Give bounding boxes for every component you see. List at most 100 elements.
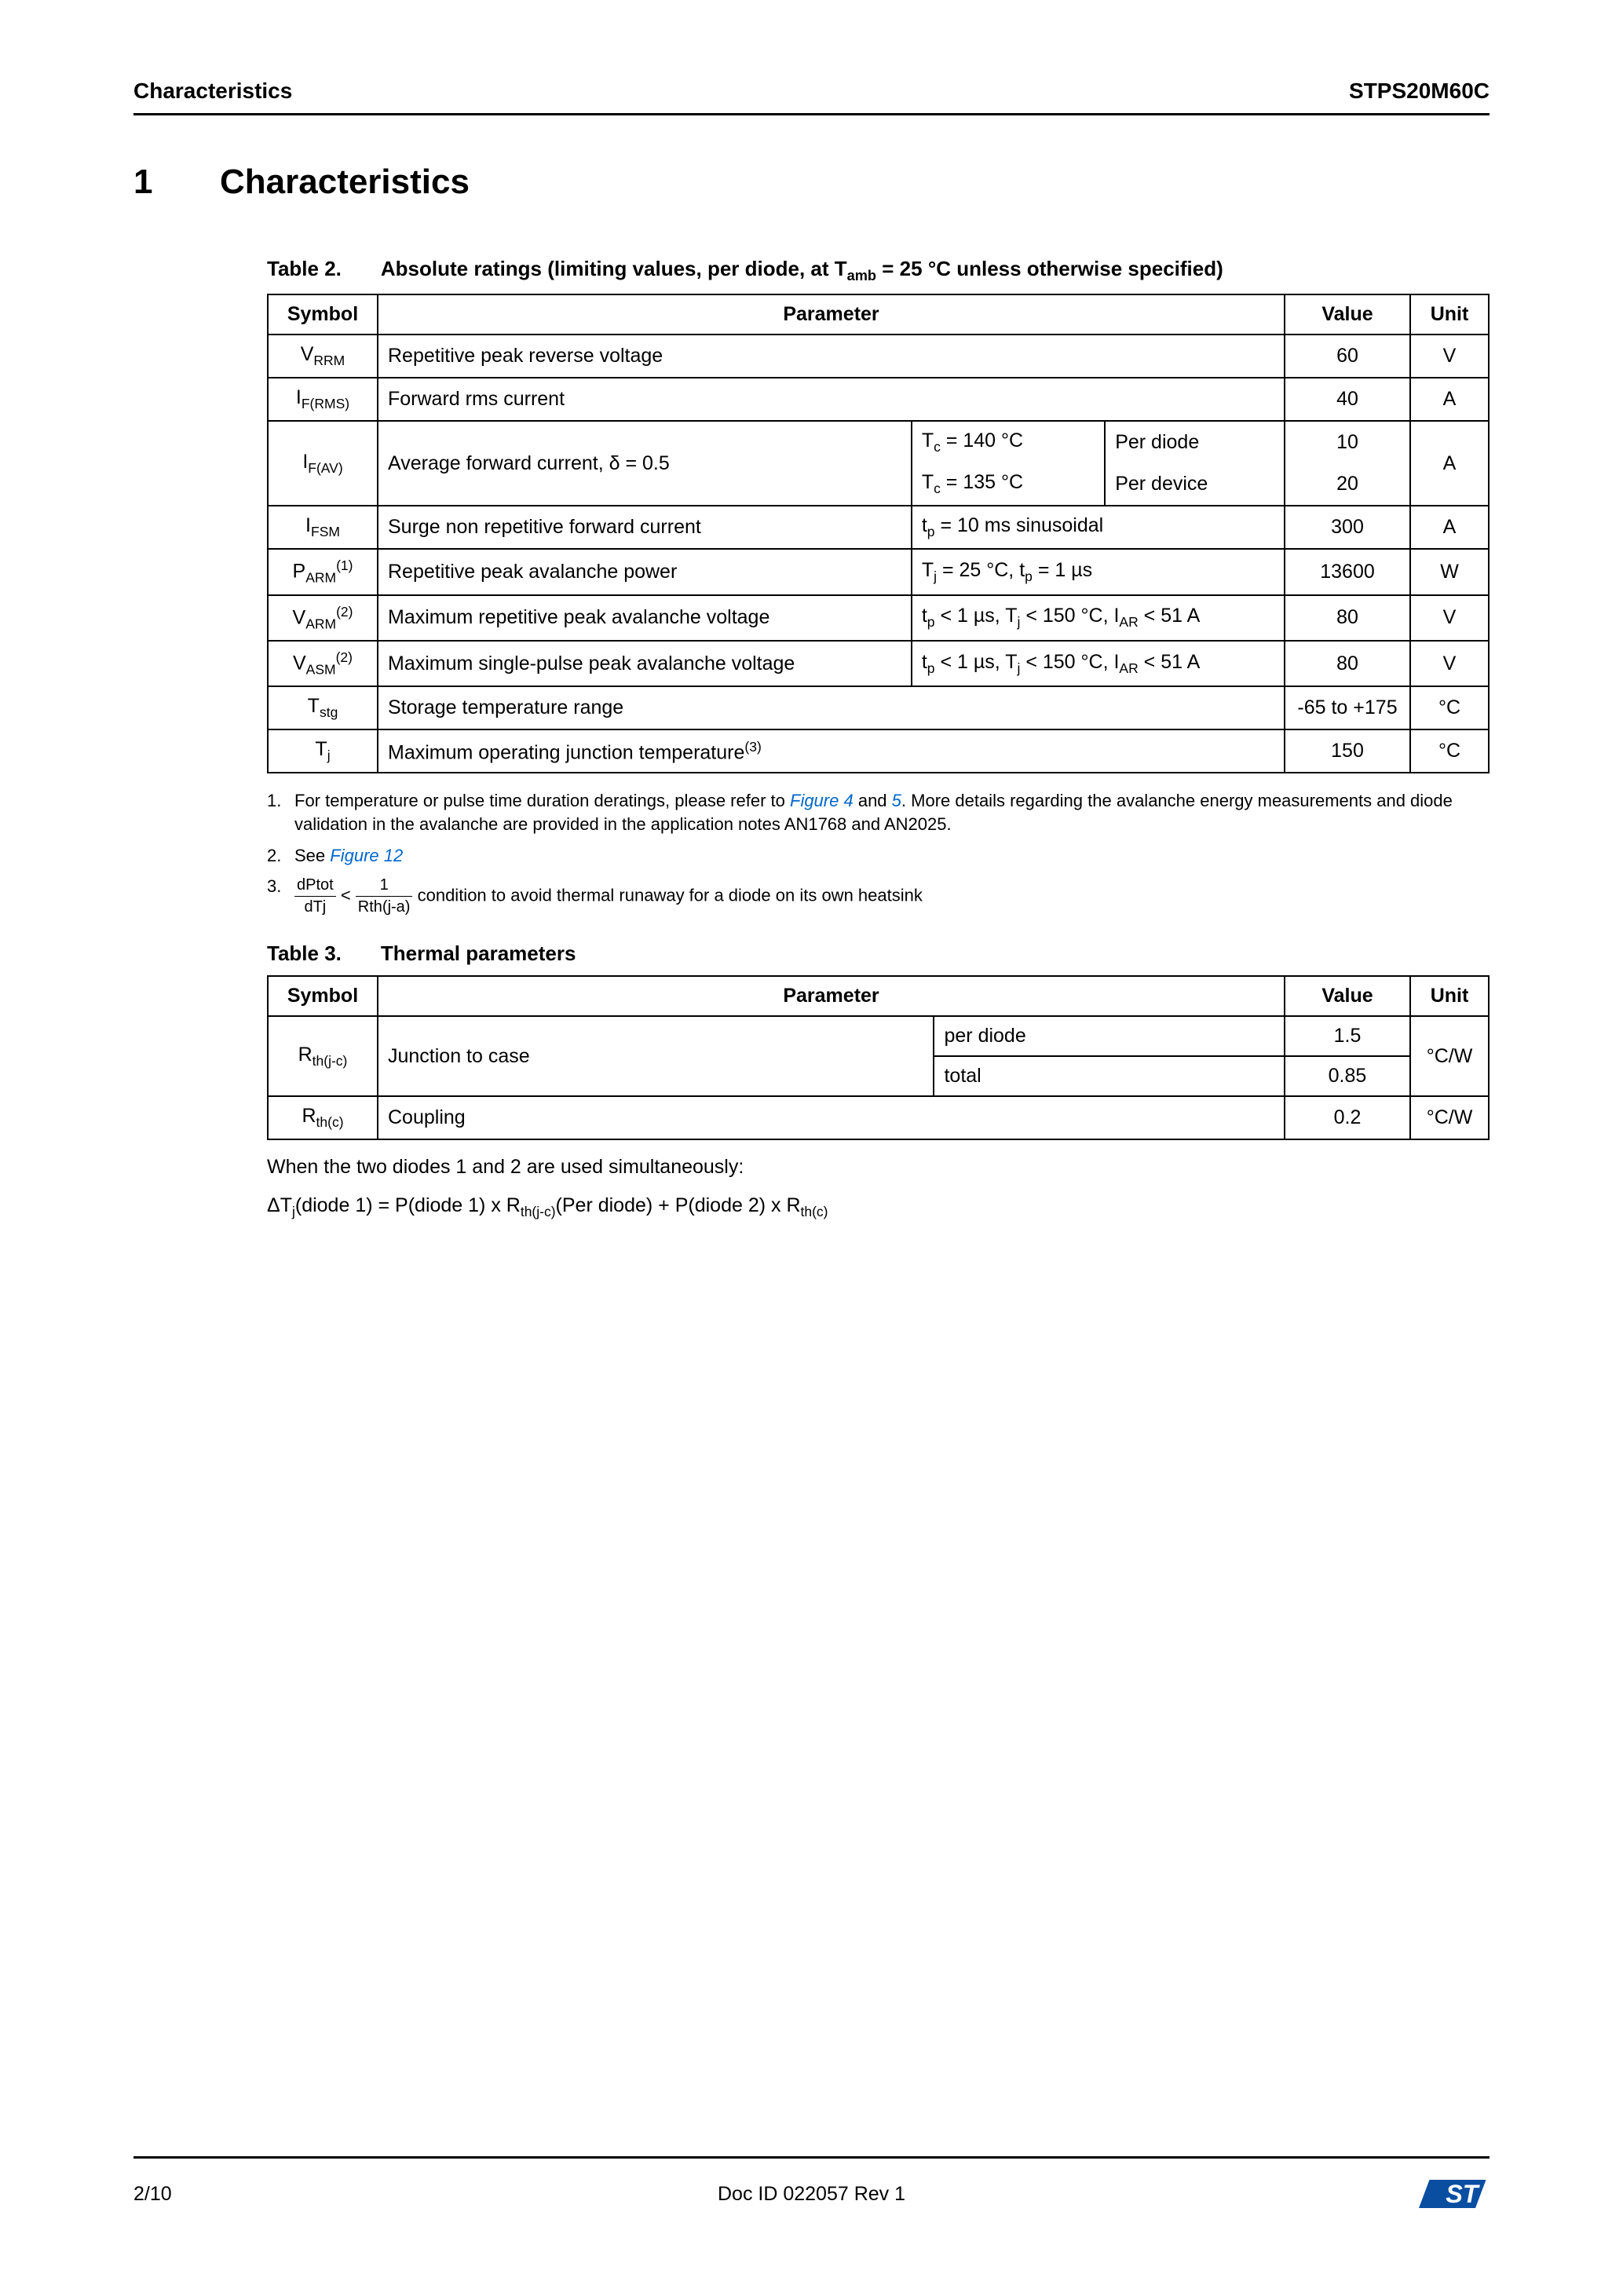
link-figure4[interactable]: Figure 4 — [790, 791, 854, 810]
cell-param: Average forward current, δ = 0.5 — [378, 421, 912, 506]
cell-symbol: VRRM — [268, 335, 378, 378]
cell-unit: °C/W — [1410, 1096, 1489, 1139]
cell-cond: Per diode — [1105, 421, 1285, 463]
cell-cond: Tj = 25 °C, tp = 1 µs — [912, 549, 1285, 594]
cell-value: 150 — [1285, 729, 1410, 773]
cell-value: 80 — [1285, 641, 1410, 686]
link-figure12[interactable]: Figure 12 — [330, 846, 403, 865]
cell-param: Forward rms current — [378, 378, 1285, 421]
cell-value: 0.2 — [1285, 1096, 1410, 1139]
footer-page: 2/10 — [133, 2183, 172, 2206]
link-figure5[interactable]: 5 — [892, 791, 901, 810]
cell-unit: V — [1410, 595, 1489, 641]
cell-symbol: Tstg — [268, 686, 378, 729]
cell-unit: V — [1410, 335, 1489, 378]
cell-unit: °C/W — [1410, 1016, 1489, 1096]
table-row: VASM(2) Maximum single-pulse peak avalan… — [268, 641, 1489, 686]
table2-label: Table 2. — [267, 257, 342, 284]
table3-caption: Table 3. Thermal parameters — [267, 941, 1490, 966]
footnote: 2. See Figure 12 — [267, 844, 1490, 868]
cell-cond: tp < 1 µs, Tj < 150 °C, IAR < 51 A — [912, 641, 1285, 686]
table-header-row: Symbol Parameter Value Unit — [268, 294, 1489, 335]
content-area: Table 2. Absolute ratings (limiting valu… — [267, 257, 1490, 1220]
body-line1: When the two diodes 1 and 2 are used sim… — [267, 1156, 1490, 1179]
cell-symbol: VASM(2) — [268, 641, 378, 686]
cell-param: Coupling — [378, 1096, 1285, 1139]
cell-symbol: IF(RMS) — [268, 378, 378, 421]
cell-unit: V — [1410, 641, 1489, 686]
cell-unit: A — [1410, 421, 1489, 506]
cell-symbol: Tj — [268, 729, 378, 773]
cell-param: Storage temperature range — [378, 686, 1285, 729]
table-header-row: Symbol Parameter Value Unit — [268, 976, 1489, 1016]
cell-value: -65 to +175 — [1285, 686, 1410, 729]
cell-value: 300 — [1285, 506, 1410, 549]
table3-caption-text: Thermal parameters — [381, 941, 576, 966]
table3-label: Table 3. — [267, 941, 342, 966]
section-number: 1 — [133, 163, 165, 202]
footnote-num: 3. — [267, 875, 283, 918]
th-value: Value — [1285, 976, 1410, 1016]
cell-cond: Tc = 135 °C — [912, 463, 1105, 506]
cell-param: Maximum single-pulse peak avalanche volt… — [378, 641, 912, 686]
cell-symbol: PARM(1) — [268, 549, 378, 594]
cell-cond: total — [934, 1056, 1285, 1096]
cell-value: 10 — [1285, 421, 1410, 463]
table2-caption: Table 2. Absolute ratings (limiting valu… — [267, 257, 1490, 284]
cell-symbol: IFSM — [268, 506, 378, 549]
footer-docid: Doc ID 022057 Rev 1 — [718, 2183, 905, 2206]
cell-param: Junction to case — [378, 1016, 934, 1096]
table-row: IFSM Surge non repetitive forward curren… — [268, 506, 1489, 549]
cell-param: Repetitive peak avalanche power — [378, 549, 912, 594]
cell-value: 13600 — [1285, 549, 1410, 594]
cell-param: Maximum repetitive peak avalanche voltag… — [378, 595, 912, 641]
cell-cond: tp = 10 ms sinusoidal — [912, 506, 1285, 549]
cell-value: 0.85 — [1285, 1056, 1410, 1096]
cell-param: Repetitive peak reverse voltage — [378, 335, 1285, 378]
table-row: Tj Maximum operating junction temperatur… — [268, 729, 1489, 773]
cell-symbol: VARM(2) — [268, 595, 378, 641]
th-value: Value — [1285, 294, 1410, 335]
th-unit: Unit — [1410, 976, 1489, 1016]
body-line2: ΔTj(diode 1) = P(diode 1) x Rth(j-c)(Per… — [267, 1194, 1490, 1220]
footnote-text: For temperature or pulse time duration d… — [294, 789, 1490, 835]
page-footer: 2/10 Doc ID 022057 Rev 1 ST — [133, 2156, 1490, 2217]
table3: Symbol Parameter Value Unit Rth(j-c) Jun… — [267, 975, 1490, 1140]
cell-param: Maximum operating junction temperature(3… — [378, 729, 1285, 773]
th-unit: Unit — [1410, 294, 1489, 335]
th-parameter: Parameter — [378, 294, 1285, 335]
cell-param: Surge non repetitive forward current — [378, 506, 912, 549]
footnote-num: 2. — [267, 844, 283, 868]
table2-caption-text: Absolute ratings (limiting values, per d… — [381, 257, 1223, 284]
table-row: IF(RMS) Forward rms current 40 A — [268, 378, 1489, 421]
cell-symbol: Rth(c) — [268, 1096, 378, 1139]
cell-cond: Tc = 140 °C — [912, 421, 1105, 463]
cell-value: 60 — [1285, 335, 1410, 378]
cell-unit: A — [1410, 378, 1489, 421]
th-symbol: Symbol — [268, 294, 378, 335]
cell-cond: Per device — [1105, 463, 1285, 506]
cell-symbol: IF(AV) — [268, 421, 378, 506]
table-row: Rth(j-c) Junction to case per diode 1.5 … — [268, 1016, 1489, 1056]
cell-unit: °C — [1410, 686, 1489, 729]
table2: Symbol Parameter Value Unit VRRM Repetit… — [267, 294, 1490, 773]
cell-value: 40 — [1285, 378, 1410, 421]
footnote-num: 1. — [267, 789, 283, 835]
th-symbol: Symbol — [268, 976, 378, 1016]
table-row: Rth(c) Coupling 0.2 °C/W — [268, 1096, 1489, 1139]
footnote: 3. dPtotdTj < 1Rth(j-a) condition to avo… — [267, 875, 1490, 918]
footnote-text: dPtotdTj < 1Rth(j-a) condition to avoid … — [294, 875, 923, 918]
footnote-text: See Figure 12 — [294, 844, 403, 868]
page-header: Characteristics STPS20M60C — [133, 79, 1490, 115]
cell-value: 20 — [1285, 463, 1410, 506]
table-row: VRRM Repetitive peak reverse voltage 60 … — [268, 335, 1489, 378]
cell-unit: A — [1410, 506, 1489, 549]
th-parameter: Parameter — [378, 976, 1285, 1016]
footnote: 1. For temperature or pulse time duratio… — [267, 789, 1490, 835]
cell-symbol: Rth(j-c) — [268, 1016, 378, 1096]
cell-unit: W — [1410, 549, 1489, 594]
cell-unit: °C — [1410, 729, 1489, 773]
cell-cond: per diode — [934, 1016, 1285, 1056]
svg-text:ST: ST — [1446, 2180, 1481, 2208]
table-row: IF(AV) Average forward current, δ = 0.5 … — [268, 421, 1489, 463]
